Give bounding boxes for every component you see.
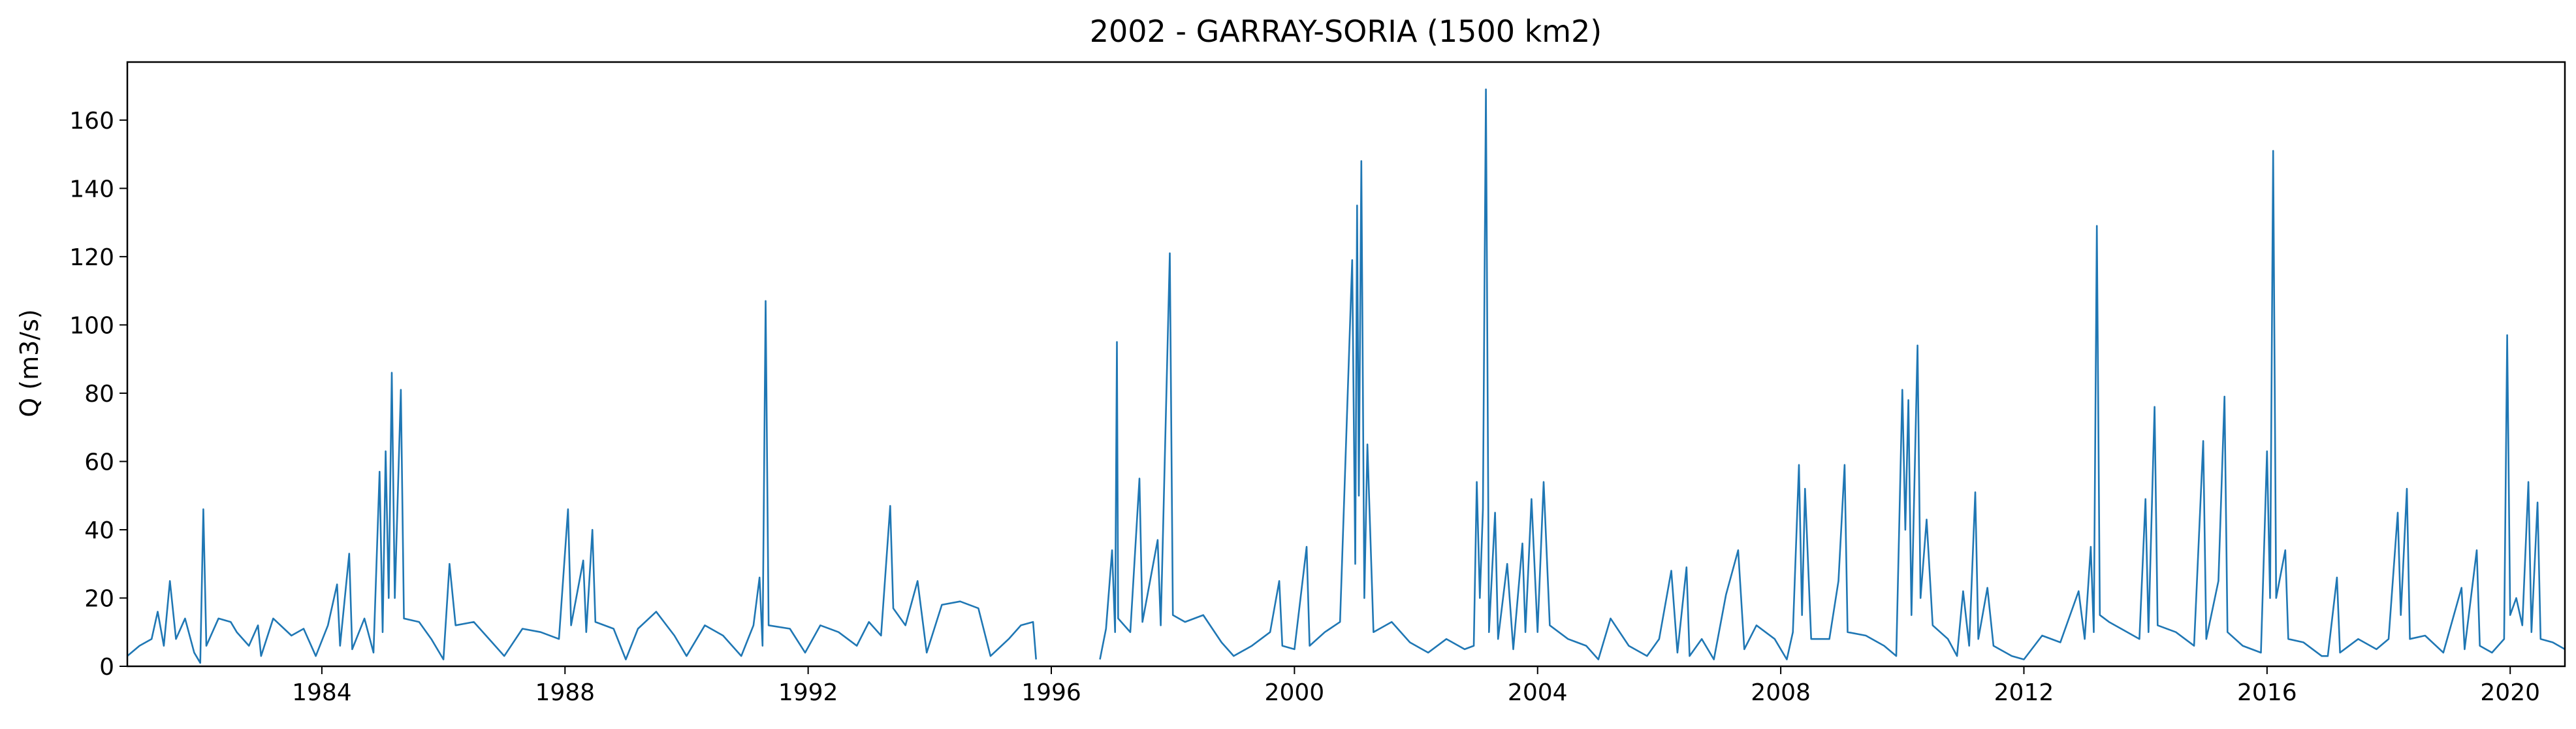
y-axis: 0 20 40 60 80 100 120 140 160: [69, 108, 127, 681]
y-tick-label: 0: [99, 654, 114, 681]
x-tick-label: 2016: [2237, 679, 2297, 706]
plot-frame: [126, 61, 2566, 668]
x-tick-label: 1996: [1021, 679, 1081, 706]
x-axis: 1984 1988 1992 1996 2000 2004 2008 2012 2016 2020: [292, 666, 2540, 706]
x-tick-label: 1984: [292, 679, 352, 706]
x-tick-label: 1992: [778, 679, 838, 706]
discharge-series-line: [127, 88, 2566, 664]
y-tick-label: 160: [69, 108, 114, 135]
plot-area: [127, 88, 2566, 664]
y-tick-label: 20: [84, 585, 114, 612]
y-tick-label: 100: [69, 312, 114, 339]
y-tick-label: 140: [69, 176, 114, 202]
y-tick-label: 80: [84, 381, 114, 408]
y-tick-label: 40: [84, 517, 114, 544]
x-tick-label: 2004: [1508, 679, 1568, 706]
x-tick-label: 1988: [535, 679, 595, 706]
y-axis-label: Q (m3/s): [15, 309, 44, 417]
x-tick-label: 2012: [1994, 679, 2054, 706]
x-tick-label: 2000: [1265, 679, 1325, 706]
chart-title: 2002 - GARRAY-SORIA (1500 km2): [1090, 14, 1602, 49]
x-tick-label: 2008: [1751, 679, 1811, 706]
y-tick-label: 60: [84, 449, 114, 476]
x-tick-label: 2020: [2480, 679, 2540, 706]
y-tick-label: 120: [69, 244, 114, 271]
